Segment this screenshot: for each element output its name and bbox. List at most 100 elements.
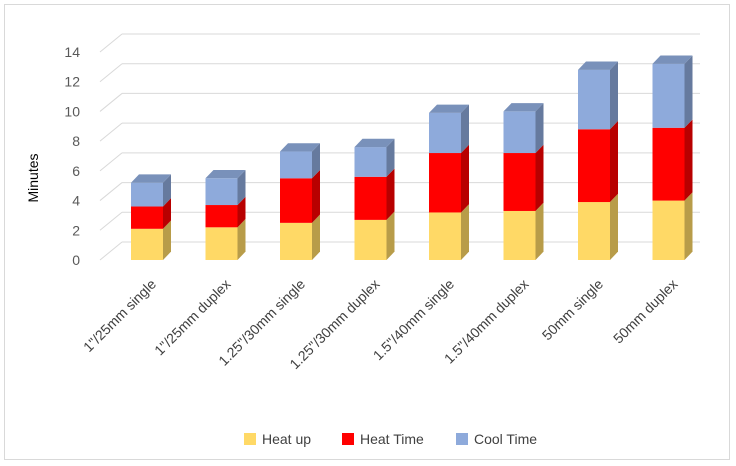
bar-front — [205, 227, 238, 260]
legend-swatch — [456, 433, 468, 445]
legend-swatch — [342, 433, 354, 445]
bar-segment — [429, 104, 469, 154]
y-axis-ticks: 0 2 4 6 8 10 12 14 — [64, 44, 80, 268]
legend-item: Cool Time — [456, 431, 537, 447]
legend-swatch — [244, 433, 256, 445]
bar-segment — [578, 120, 618, 203]
y-tick-label: 8 — [72, 133, 80, 149]
x-category-label: 50mm single — [539, 276, 607, 344]
y-tick-label: 0 — [72, 252, 80, 268]
bar-front — [205, 178, 238, 206]
y-tick-label: 12 — [64, 74, 80, 90]
bar-front — [652, 63, 685, 128]
bar-segment — [429, 144, 469, 213]
bar-front — [652, 200, 685, 260]
x-category-label: 1.5"/40mm single — [370, 276, 458, 364]
bar-segment — [205, 169, 246, 206]
bar-side — [684, 119, 693, 201]
bar-top — [652, 55, 693, 64]
bar-front — [280, 178, 312, 223]
bar-segment — [652, 192, 693, 260]
bar-front — [578, 202, 610, 260]
bar-side — [237, 196, 246, 228]
bar-segment — [205, 218, 246, 260]
bar-front — [131, 228, 163, 260]
bar-top — [503, 103, 544, 112]
bar-segment — [503, 144, 544, 211]
bar-segment — [280, 143, 320, 179]
bar-segment — [354, 211, 395, 260]
bar-side — [610, 193, 618, 260]
bar-front — [503, 153, 536, 211]
legend: Heat up Heat Time Cool Time — [244, 431, 537, 447]
bar-side — [386, 211, 395, 260]
bar-front — [578, 129, 610, 203]
bar-side — [610, 61, 618, 130]
bars — [131, 55, 693, 260]
gridline-depth — [99, 211, 123, 231]
bar-front — [578, 69, 610, 130]
bar-front — [131, 206, 163, 229]
y-tick-label: 14 — [64, 44, 80, 60]
bar-segment — [131, 198, 171, 229]
legend-label: Heat up — [262, 431, 311, 447]
bar-side — [684, 192, 693, 260]
bar-segment — [354, 168, 395, 220]
bar-front — [503, 210, 536, 260]
bar-segment — [578, 193, 618, 260]
gridline-depth — [99, 182, 123, 201]
y-tick-label: 10 — [64, 103, 80, 119]
y-axis-title: Minutes — [25, 153, 41, 202]
bar-side — [237, 169, 246, 206]
gridline-depth — [99, 152, 123, 172]
legend-item: Heat up — [244, 431, 311, 447]
bar-segment — [503, 103, 544, 154]
bar-segment — [131, 174, 171, 207]
bar-side — [237, 218, 246, 260]
x-category-label: 50mm duplex — [610, 276, 681, 347]
bar-side — [535, 144, 544, 211]
bar-front — [429, 112, 461, 154]
bar-side — [163, 220, 171, 260]
gridline-depth — [99, 122, 123, 142]
bar-segment — [205, 196, 246, 228]
y-tick-label: 2 — [72, 222, 80, 238]
legend-label: Heat Time — [360, 431, 424, 447]
bar-side — [610, 120, 618, 203]
bar-top — [205, 169, 246, 179]
bar-side — [461, 204, 469, 260]
bar-segment — [578, 61, 618, 130]
y-tick-label: 4 — [72, 193, 80, 209]
bar-side — [535, 202, 544, 260]
bar-side — [163, 174, 171, 207]
bar-segment — [429, 204, 469, 260]
gridline-depth — [99, 63, 123, 83]
bar-segment — [280, 169, 320, 223]
bar-segment — [503, 202, 544, 260]
bar-segment — [652, 119, 693, 201]
bar-segment — [280, 214, 320, 260]
bar-segment — [354, 138, 395, 177]
bar-front — [354, 219, 387, 260]
x-category-label: 1"/25mm single — [80, 276, 159, 355]
gridline-depth — [99, 93, 123, 112]
gridline-depth — [99, 241, 123, 261]
x-category-label: 1"/25mm duplex — [151, 276, 234, 359]
bar-front — [205, 205, 238, 228]
bar-front — [503, 111, 536, 154]
bar-side — [163, 198, 171, 229]
bar-front — [131, 182, 163, 207]
gridline-depth — [99, 33, 123, 53]
bar-front — [280, 222, 312, 260]
bar-front — [354, 147, 387, 177]
bar-side — [312, 169, 320, 223]
bar-front — [429, 212, 461, 260]
bar-front — [354, 176, 387, 220]
bar-front — [429, 153, 461, 213]
bar-side — [312, 143, 320, 179]
bar-top — [131, 174, 171, 183]
legend-label: Cool Time — [474, 431, 537, 447]
bar-side — [386, 168, 395, 220]
